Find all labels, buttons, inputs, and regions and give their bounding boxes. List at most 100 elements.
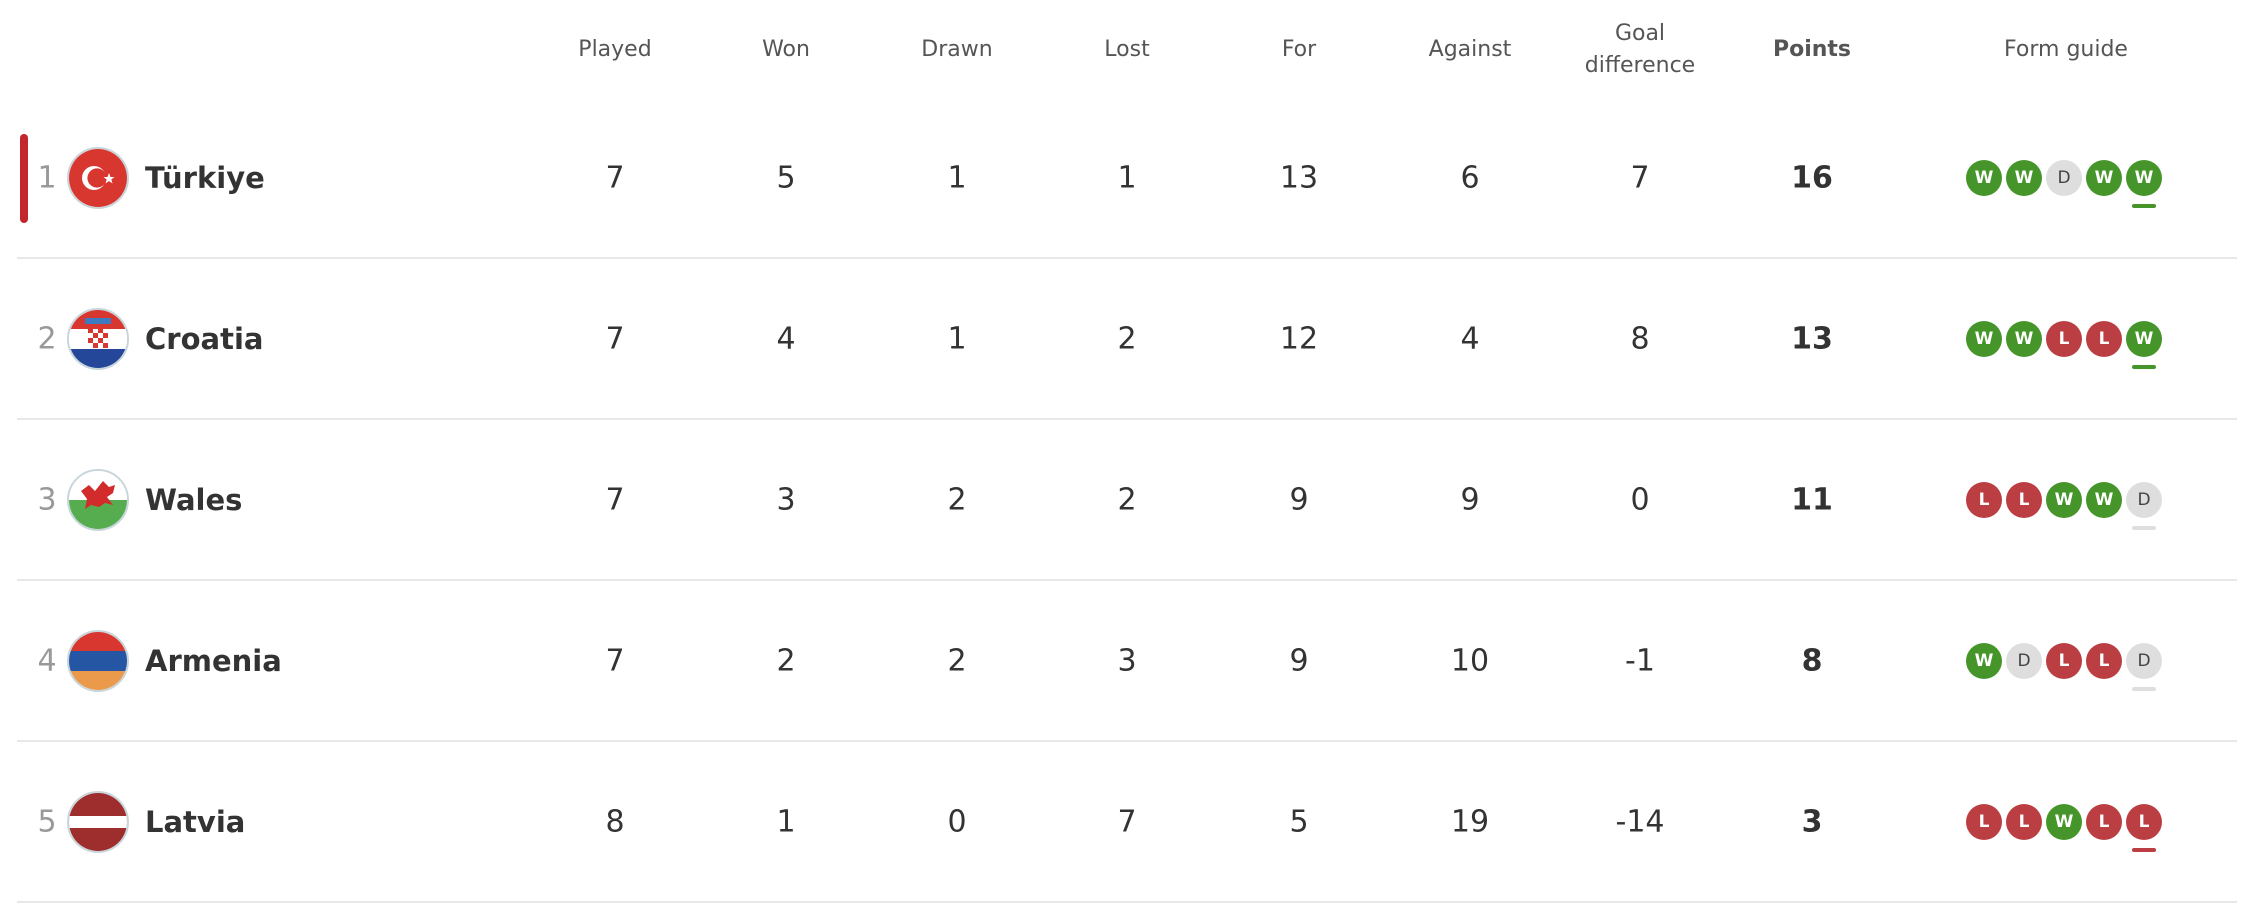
drawn-value: 0: [947, 804, 967, 840]
table-header: Played Won Drawn Lost For Against Goal d…: [0, 0, 2254, 98]
won-value: 1: [776, 804, 796, 840]
latest-result-underline: [2132, 687, 2156, 691]
latest-result-underline: [2132, 204, 2156, 208]
form-result-win[interactable]: W: [1966, 643, 2002, 679]
for-value: 5: [1289, 804, 1309, 840]
form-result-draw[interactable]: D: [2126, 643, 2162, 691]
header-points: Points: [1772, 37, 1852, 62]
form-result-loss[interactable]: L: [2086, 321, 2122, 357]
for-value: 9: [1289, 482, 1309, 518]
form-result-loss[interactable]: L: [2046, 643, 2082, 679]
drawn-value: 1: [947, 160, 967, 196]
form-result-win[interactable]: W: [1966, 160, 2002, 196]
form-result-loss[interactable]: L: [2006, 804, 2042, 840]
form-result-draw[interactable]: D: [2006, 643, 2042, 679]
form-result-win[interactable]: W: [2126, 160, 2162, 208]
table-row[interactable]: 3 Wales 7 3 2 2 9 9 0 11 L L W W D: [17, 420, 2237, 581]
form-result-win[interactable]: W: [2046, 482, 2082, 518]
played-value: 8: [605, 804, 625, 840]
for-value: 12: [1279, 321, 1319, 357]
drawn-value: 2: [947, 643, 967, 679]
latest-result-underline: [2132, 848, 2156, 852]
form-result-loss[interactable]: L: [1966, 804, 2002, 840]
gd-value: -1: [1625, 643, 1655, 679]
played-value: 7: [605, 321, 625, 357]
form-result-draw[interactable]: D: [2046, 160, 2082, 196]
won-value: 4: [776, 321, 796, 357]
form-result-loss[interactable]: L: [2086, 804, 2122, 840]
points-value: 3: [1801, 804, 1823, 840]
team-name[interactable]: Croatia: [145, 322, 264, 356]
gd-value: -14: [1615, 804, 1665, 840]
header-drawn: Drawn: [921, 37, 993, 62]
lost-value: 2: [1117, 321, 1137, 357]
wales-flag-icon: [67, 469, 129, 531]
header-for: For: [1281, 37, 1317, 62]
against-value: 4: [1460, 321, 1480, 357]
header-form-guide: Form guide: [2004, 37, 2128, 62]
latvia-flag-icon: [67, 791, 129, 853]
played-value: 7: [605, 160, 625, 196]
against-value: 9: [1460, 482, 1480, 518]
team-name[interactable]: Türkiye: [145, 161, 265, 195]
armenia-flag-icon: [67, 630, 129, 692]
points-value: 8: [1801, 643, 1823, 679]
header-played: Played: [578, 37, 652, 62]
croatia-flag-icon: [67, 308, 129, 370]
rank: 4: [37, 643, 57, 679]
lost-value: 3: [1117, 643, 1137, 679]
form-result-draw[interactable]: D: [2126, 482, 2162, 530]
latest-result-underline: [2132, 526, 2156, 530]
table-row[interactable]: 5 Latvia 8 1 0 7 5 19 -14 3 L L W L L: [17, 742, 2237, 903]
for-value: 9: [1289, 643, 1309, 679]
table-row[interactable]: 1 Türkiye 7 5 1 1 13 6 7 16 W W D W W: [17, 98, 2237, 259]
table-row[interactable]: 2 Croatia 7 4 1 2 12 4 8 13 W W L L W: [17, 259, 2237, 420]
played-value: 7: [605, 482, 625, 518]
form-result-loss[interactable]: L: [1966, 482, 2002, 518]
turkey-flag-icon: [67, 147, 129, 209]
lost-value: 2: [1117, 482, 1137, 518]
rank: 1: [37, 160, 57, 196]
form-result-win[interactable]: W: [1966, 321, 2002, 357]
team-name[interactable]: Wales: [145, 483, 243, 517]
form-result-win[interactable]: W: [2126, 321, 2162, 369]
drawn-value: 1: [947, 321, 967, 357]
won-value: 2: [776, 643, 796, 679]
form-result-loss[interactable]: L: [2006, 482, 2042, 518]
played-value: 7: [605, 643, 625, 679]
form-result-loss[interactable]: L: [2086, 643, 2122, 679]
leader-marker: [20, 134, 28, 223]
points-value: 13: [1791, 321, 1833, 357]
header-goal-difference: Goal difference: [1584, 21, 1696, 78]
drawn-value: 2: [947, 482, 967, 518]
against-value: 19: [1450, 804, 1490, 840]
against-value: 6: [1460, 160, 1480, 196]
lost-value: 1: [1117, 160, 1137, 196]
rank: 5: [37, 804, 57, 840]
gd-value: 7: [1630, 160, 1650, 196]
team-name[interactable]: Latvia: [145, 805, 246, 839]
form-result-loss[interactable]: L: [2046, 321, 2082, 357]
table-row[interactable]: 4 Armenia 7 2 2 3 9 10 -1 8 W D L L D: [17, 581, 2237, 742]
form-result-win[interactable]: W: [2046, 804, 2082, 840]
form-result-loss[interactable]: L: [2126, 804, 2162, 852]
form-result-win[interactable]: W: [2086, 482, 2122, 518]
won-value: 3: [776, 482, 796, 518]
points-value: 16: [1791, 160, 1833, 196]
for-value: 13: [1279, 160, 1319, 196]
rank: 3: [37, 482, 57, 518]
form-result-win[interactable]: W: [2086, 160, 2122, 196]
team-name[interactable]: Armenia: [145, 644, 282, 678]
points-value: 11: [1791, 482, 1833, 518]
against-value: 10: [1450, 643, 1490, 679]
header-lost: Lost: [1104, 37, 1150, 62]
latest-result-underline: [2132, 365, 2156, 369]
form-result-win[interactable]: W: [2006, 160, 2042, 196]
form-result-win[interactable]: W: [2006, 321, 2042, 357]
gd-value: 8: [1630, 321, 1650, 357]
